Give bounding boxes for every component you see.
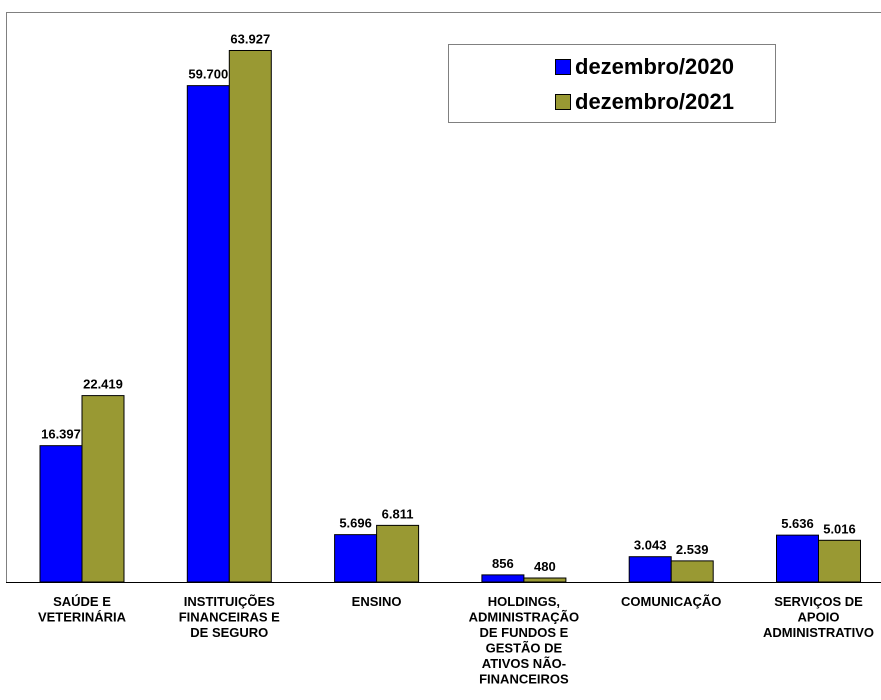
bar-2021-2 xyxy=(376,524,420,583)
legend-entry-2021: dezembro/2021 xyxy=(555,88,734,116)
x-tick-label-3-0: HOLDINGS, xyxy=(488,594,560,609)
x-tick-label-5-2: ADMINISTRATIVO xyxy=(763,625,874,640)
data-label-2020-2: 5.696 xyxy=(339,516,372,531)
data-label-2021-2: 6.811 xyxy=(382,506,414,521)
data-label-2021-3: 480 xyxy=(534,559,556,574)
data-label-2021-0: 22.419 xyxy=(83,377,123,392)
data-label-2020-5: 5.636 xyxy=(781,516,814,531)
bar-2021-0 xyxy=(81,395,125,583)
bar-2020-0 xyxy=(39,445,83,583)
x-tick-label-0-1: VETERINÁRIA xyxy=(38,610,127,625)
data-label-2021-4: 2.539 xyxy=(676,542,709,557)
legend-swatch-2020 xyxy=(555,59,571,75)
x-tick-label-3-5: FINANCEIROS xyxy=(479,672,569,687)
chart-legend: dezembro/2020 dezembro/2021 xyxy=(448,44,776,123)
x-tick-label-3-2: DE FUNDOS E xyxy=(479,625,568,640)
data-label-2021-1: 63.927 xyxy=(230,31,270,46)
x-tick-label-3-3: GESTÃO DE xyxy=(486,641,563,656)
x-tick-label-0-0: SAÚDE E xyxy=(53,594,111,609)
x-tick-label-5-1: APOIO xyxy=(798,610,840,625)
legend-label-2020: dezembro/2020 xyxy=(575,54,734,79)
data-label-2020-3: 856 xyxy=(492,556,514,571)
bar-2020-3 xyxy=(481,574,525,583)
legend-label-2021: dezembro/2021 xyxy=(575,89,734,114)
data-label-2020-4: 3.043 xyxy=(634,538,667,553)
legend-entry-2020: dezembro/2020 xyxy=(555,53,734,81)
x-tick-label-5-0: SERVIÇOS DE xyxy=(774,594,863,609)
x-tick-label-3-4: ATIVOS NÃO- xyxy=(482,656,566,671)
x-tick-label-1-1: FINANCEIRAS E xyxy=(179,610,280,625)
x-tick-label-2-0: ENSINO xyxy=(352,594,402,609)
bar-2021-4 xyxy=(670,560,714,583)
legend-swatch-2021 xyxy=(555,94,571,110)
bar-2021-1 xyxy=(228,49,272,583)
bar-2021-3 xyxy=(523,577,567,583)
x-tick-label-3-1: ADMINISTRAÇÃO xyxy=(469,610,580,625)
bar-2021-5 xyxy=(818,539,861,583)
data-label-2020-0: 16.397 xyxy=(41,427,81,442)
bar-2020-4 xyxy=(628,556,672,583)
x-tick-label-1-0: INSTITUIÇÕES xyxy=(184,594,275,609)
data-label-2021-5: 5.016 xyxy=(823,521,856,536)
x-tick-label-1-2: DE SEGURO xyxy=(190,625,268,640)
bar-2020-5 xyxy=(776,534,819,583)
bar-2020-2 xyxy=(334,534,378,583)
x-tick-label-4-0: COMUNICAÇÃO xyxy=(621,594,721,609)
data-label-2020-1: 59.700 xyxy=(188,67,228,82)
bar-2020-1 xyxy=(186,85,230,583)
